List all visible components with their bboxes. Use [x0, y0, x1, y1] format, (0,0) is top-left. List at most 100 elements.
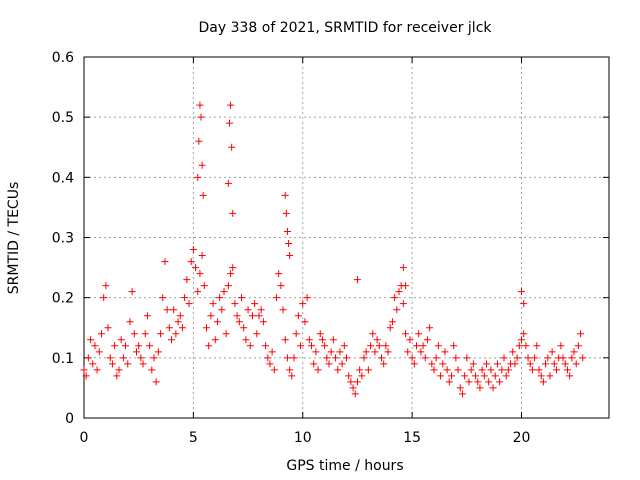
data-point [393, 306, 401, 314]
data-point [95, 348, 103, 356]
data-point [498, 366, 506, 374]
data-point [314, 366, 322, 374]
data-point [343, 354, 350, 362]
data-point [264, 354, 272, 362]
data-point [111, 342, 119, 350]
data-point [574, 342, 582, 350]
data-point [301, 318, 309, 326]
data-point [194, 288, 202, 296]
data-point [196, 270, 204, 278]
data-point [281, 191, 289, 199]
data-point [197, 113, 205, 121]
data-point [124, 360, 132, 368]
data-point [227, 270, 235, 278]
data-point [491, 372, 499, 380]
data-point [220, 288, 228, 296]
data-point [279, 306, 287, 314]
data-point [209, 300, 217, 308]
data-point [461, 372, 469, 380]
y-tick-label: 0.2 [52, 291, 74, 307]
data-point [439, 360, 447, 368]
data-point [115, 366, 123, 374]
data-point [203, 324, 210, 332]
data-point [251, 300, 259, 308]
data-point [533, 342, 541, 350]
data-point [539, 378, 547, 386]
data-point [546, 372, 554, 380]
data-point [305, 336, 313, 344]
data-point [511, 360, 519, 368]
data-point [518, 288, 525, 296]
data-point [117, 336, 125, 344]
data-point [133, 348, 140, 356]
data-point [222, 330, 230, 338]
data-point [159, 294, 167, 302]
data-point [441, 348, 449, 356]
data-point [87, 336, 95, 344]
data-point [89, 360, 97, 368]
data-point [430, 366, 438, 374]
data-point [294, 312, 302, 320]
data-point [384, 348, 392, 356]
data-point [248, 312, 256, 320]
data-point [238, 294, 245, 302]
data-point [353, 378, 361, 386]
data-point [224, 179, 232, 187]
data-point [544, 354, 552, 362]
data-point [399, 300, 407, 308]
data-point [255, 312, 263, 320]
data-point [253, 330, 261, 338]
data-point [572, 360, 580, 368]
data-points [80, 101, 587, 398]
data-point [367, 342, 375, 350]
data-point [450, 342, 458, 350]
data-point [467, 366, 475, 374]
data-point [485, 378, 493, 386]
data-point [233, 312, 241, 320]
data-point [469, 360, 477, 368]
data-point [537, 372, 545, 380]
data-point [452, 354, 460, 362]
data-point [520, 300, 528, 308]
data-point [437, 372, 445, 380]
data-point [509, 348, 517, 356]
data-point [246, 342, 254, 350]
data-point [211, 336, 219, 344]
data-point [395, 288, 403, 296]
data-point [178, 324, 186, 332]
data-point [408, 354, 416, 362]
data-point [404, 348, 412, 356]
data-point [84, 354, 92, 362]
data-point [108, 360, 116, 368]
data-point [443, 366, 451, 374]
data-point [308, 342, 315, 350]
data-point [283, 354, 291, 362]
data-point [423, 336, 431, 344]
data-point [432, 354, 440, 362]
data-point [224, 282, 232, 290]
data-point [277, 282, 285, 290]
data-point [353, 276, 361, 284]
data-point [146, 342, 154, 350]
data-point [445, 378, 453, 386]
data-point [216, 294, 224, 302]
data-point [520, 330, 528, 338]
data-point [334, 366, 342, 374]
x-tick-label: 20 [513, 430, 531, 446]
data-point [402, 330, 410, 338]
x-tick-label: 15 [403, 430, 421, 446]
x-axis-label: GPS time / hours [286, 458, 403, 474]
x-tick-label: 10 [294, 430, 312, 446]
data-point [489, 384, 497, 392]
data-point [303, 294, 311, 302]
data-point [126, 318, 134, 326]
data-point [568, 354, 576, 362]
data-point [98, 330, 105, 338]
data-point [148, 366, 156, 374]
data-point [122, 342, 130, 350]
data-point [345, 372, 353, 380]
data-point [369, 330, 377, 338]
data-point [513, 354, 521, 362]
data-point [104, 324, 112, 332]
data-point [542, 360, 550, 368]
